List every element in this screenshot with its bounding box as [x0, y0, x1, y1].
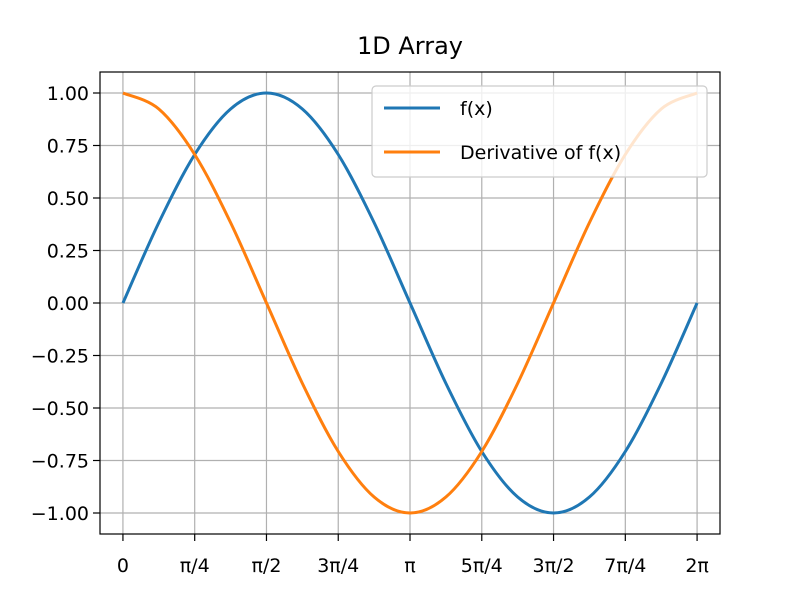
x-tick-label: 3π/2	[533, 555, 575, 577]
y-tick-label: 0.75	[47, 136, 89, 158]
x-tick-label: 0	[117, 555, 129, 577]
x-tick-label: 5π/4	[461, 555, 503, 577]
y-tick-label: 1.00	[47, 83, 89, 105]
legend: f(x) Derivative of f(x)	[371, 85, 708, 178]
y-tick-label: −0.75	[31, 451, 89, 473]
legend-label-f-x: f(x)	[460, 98, 493, 120]
y-tick-label: −1.00	[31, 503, 89, 525]
y-tick-label: 0.00	[47, 293, 89, 315]
y-tick-label: 0.25	[47, 241, 89, 263]
x-tick-label: 2π	[685, 555, 709, 577]
series-lines	[121, 91, 699, 515]
x-tick-label: π/4	[180, 555, 210, 577]
series-line-f-x	[121, 91, 699, 515]
x-tick-label: 3π/4	[317, 555, 359, 577]
legend-box	[371, 85, 708, 178]
y-tick-label: 0.50	[47, 188, 89, 210]
x-tick-label: 7π/4	[604, 555, 646, 577]
y-tick-label: −0.50	[31, 398, 89, 420]
x-tick-label: π/2	[252, 555, 282, 577]
x-tick-label: π	[404, 555, 415, 577]
chart-title: 1D Array	[357, 32, 463, 60]
series-line-derivative	[122, 91, 698, 515]
axis-ticks: 0 π/4 π/2 3π/4 π 5π/4 3π/2 7π/4 2π 1.00 0.75 0.50 0.…	[31, 83, 709, 577]
legend-label-derivative: Derivative of f(x)	[460, 142, 621, 164]
y-tick-label: −0.25	[31, 346, 89, 368]
